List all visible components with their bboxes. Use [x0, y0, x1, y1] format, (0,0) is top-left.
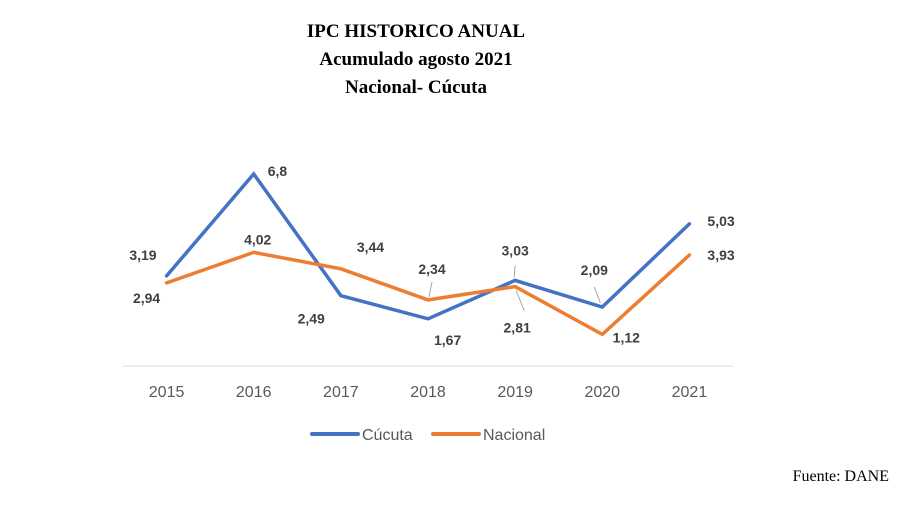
x-tick-label: 2016: [236, 384, 272, 401]
chart-subtitle-region: Nacional- Cúcuta: [345, 77, 487, 98]
data-label-cucuta: 5,03: [707, 213, 734, 229]
data-label-leader: [428, 281, 433, 297]
data-label-cucuta: 6,8: [268, 163, 288, 179]
chart-subtitle: Acumulado agosto 2021: [319, 49, 513, 70]
chart-title: IPC HISTORICO ANUAL: [306, 21, 526, 42]
x-tick-label: 2020: [584, 384, 620, 401]
data-label-nacional: 2,81: [504, 320, 531, 336]
data-label-leader: [513, 265, 516, 278]
data-label-nacional: 3,93: [707, 247, 734, 263]
data-label-nacional: 3,44: [357, 239, 384, 255]
data-label-cucuta: 2,09: [581, 262, 608, 278]
data-label-nacional: 1,12: [613, 329, 640, 345]
x-tick-label: 2015: [149, 384, 185, 401]
data-label-nacional: 2,34: [418, 261, 445, 277]
data-label-cucuta: 1,67: [434, 332, 461, 348]
data-label-cucuta: 3,03: [502, 242, 529, 258]
data-label-cucuta: 3,19: [129, 247, 156, 263]
x-tick-label: 2019: [497, 384, 533, 401]
source-note: Fuente: DANE: [792, 468, 889, 485]
legend-label-cucuta: Cúcuta: [362, 427, 413, 444]
chart-title-block: IPC HISTORICO ANUAL Acumulado agosto 202…: [0, 18, 832, 102]
data-label-leader: [593, 286, 601, 304]
data-label-cucuta: 2,49: [298, 311, 325, 327]
legend-label-nacional: Nacional: [483, 427, 545, 444]
x-tick-label: 2021: [672, 384, 708, 401]
series-line-cucuta: [164, 171, 692, 321]
data-label-leader: [515, 290, 525, 311]
series-line-nacional: [164, 250, 692, 337]
x-tick-label: 2018: [410, 384, 446, 401]
x-tick-label: 2017: [323, 384, 359, 401]
data-label-nacional: 2,94: [133, 290, 160, 306]
data-label-nacional: 4,02: [244, 231, 271, 247]
